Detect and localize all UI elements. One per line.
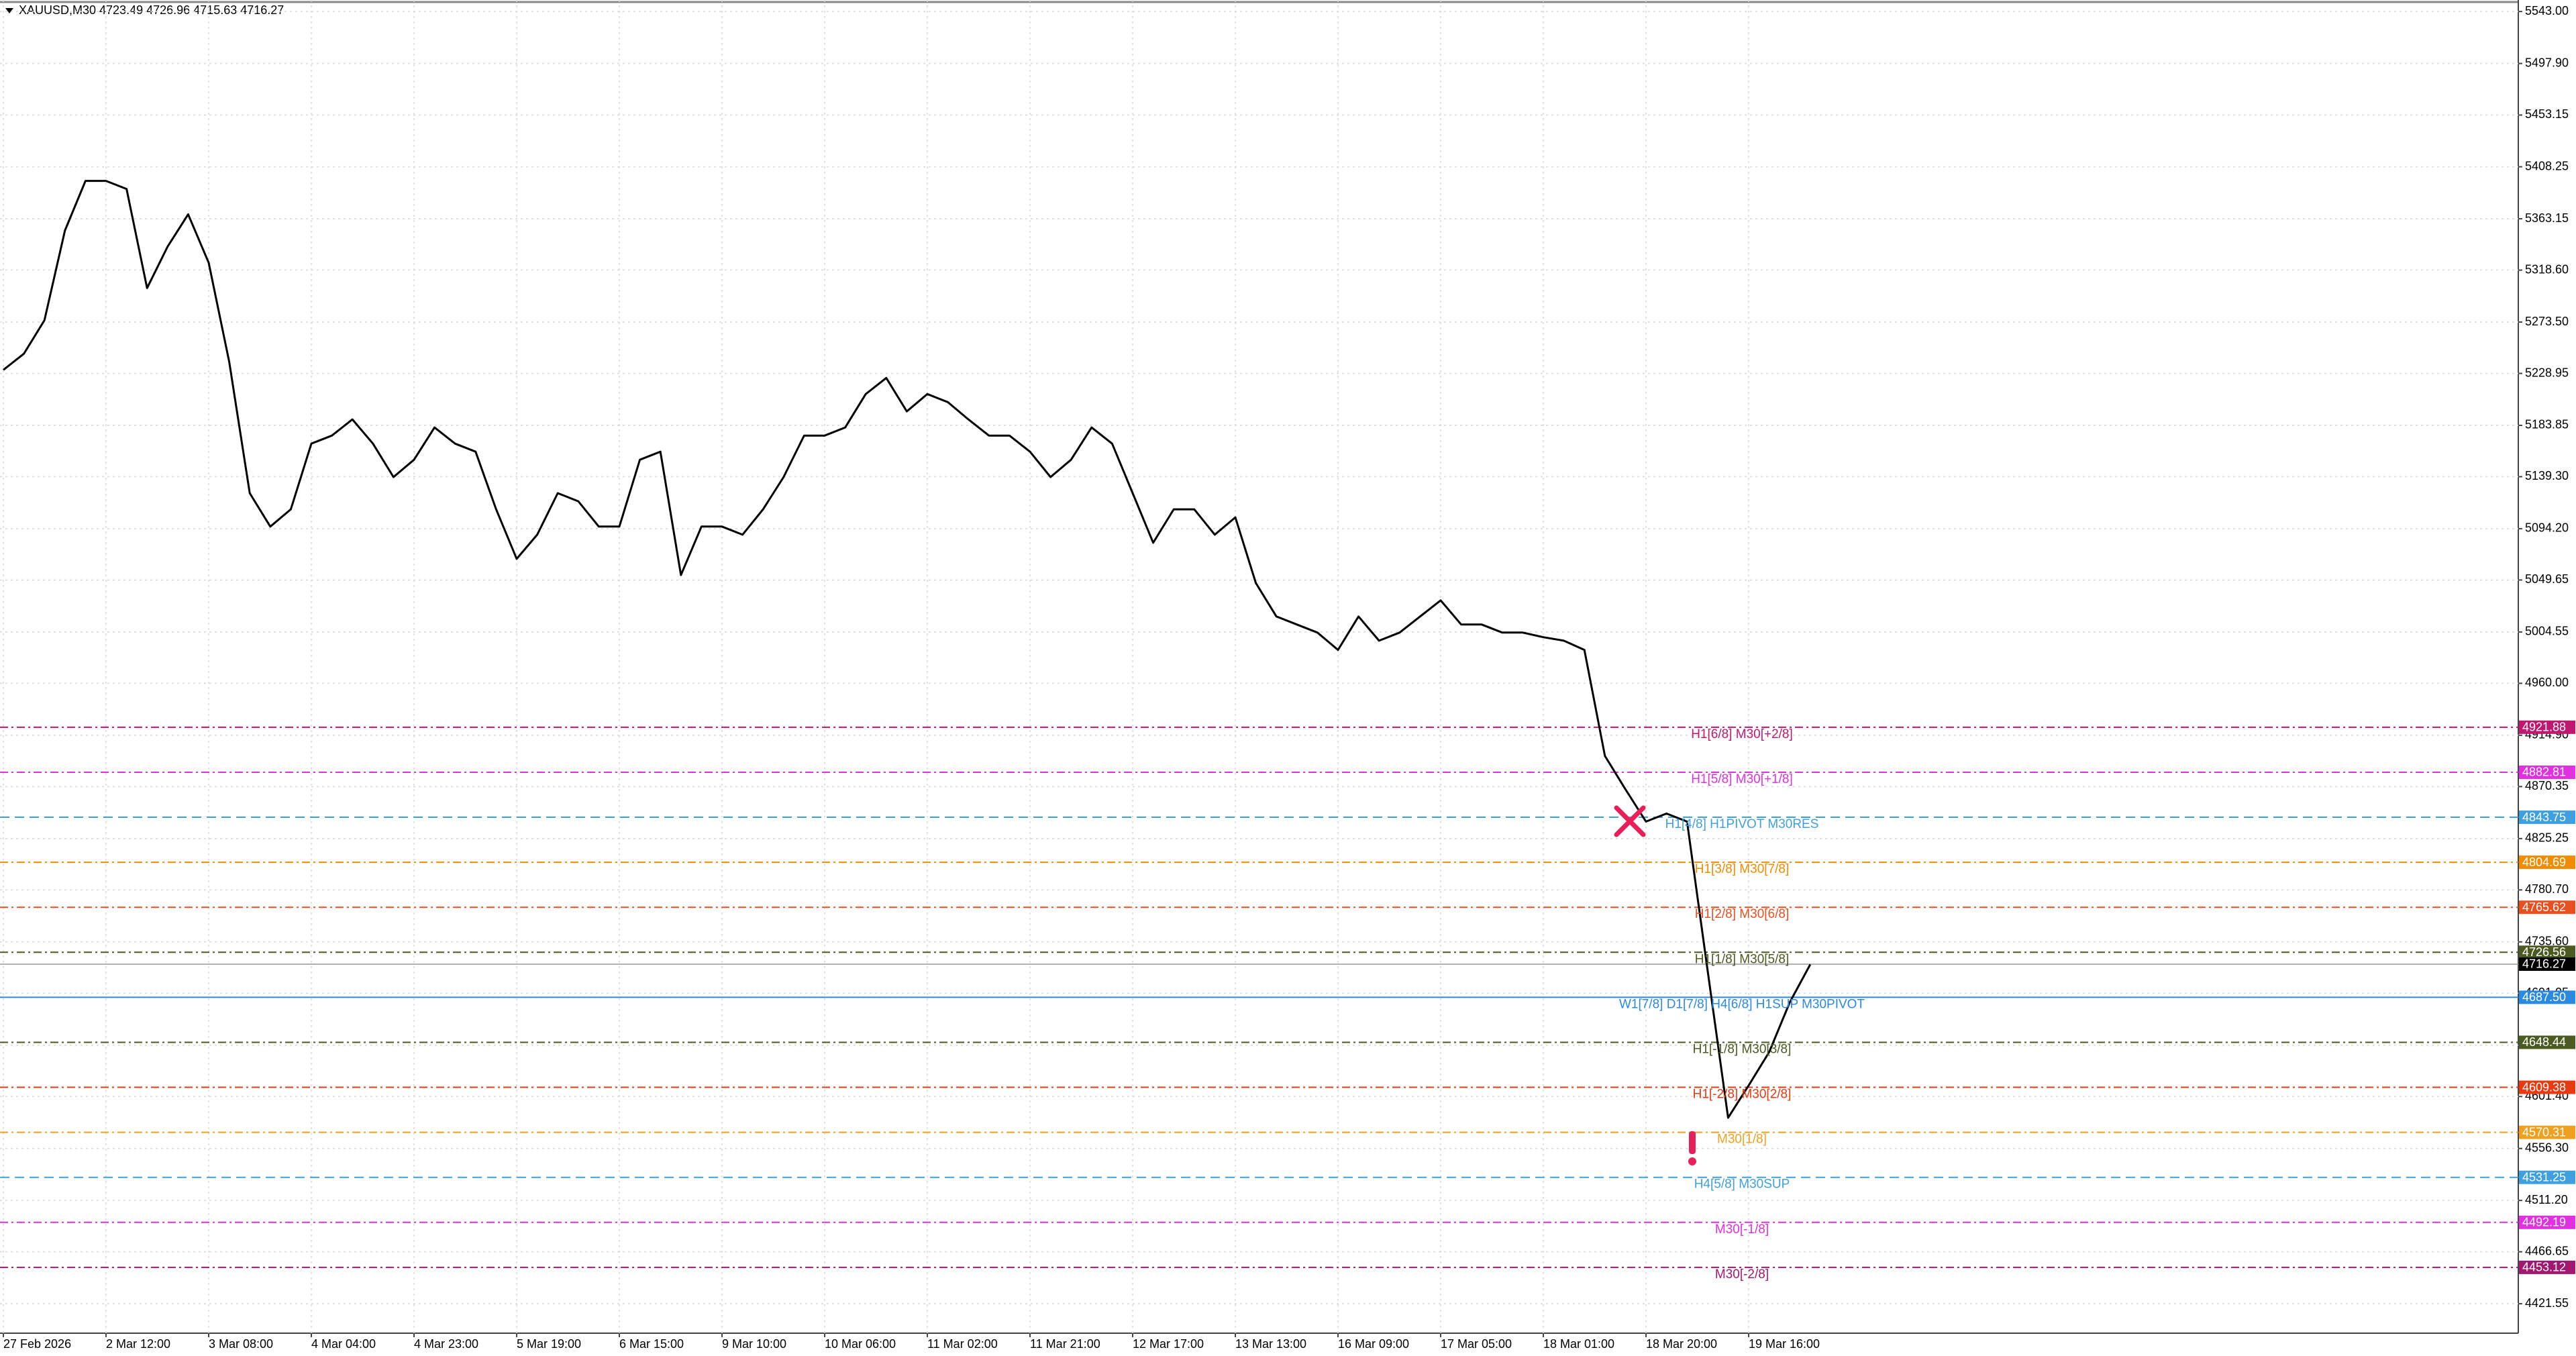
x-tick-label: 19 Mar 16:00 xyxy=(1749,1337,1820,1351)
price-tag xyxy=(2519,1215,2575,1229)
y-tick-label: 5318.60 xyxy=(2525,262,2569,276)
level-label: M30[1/8] xyxy=(1717,1133,1767,1147)
y-tick-label: 5543.00 xyxy=(2525,4,2569,17)
y-tick-label: 5049.65 xyxy=(2525,572,2569,586)
x-tick-label: 11 Mar 21:00 xyxy=(1030,1337,1100,1351)
level-label: H1[2/8] M30[6/8] xyxy=(1695,907,1789,921)
price-tag xyxy=(2519,900,2575,915)
price-tag-label: 4765.62 xyxy=(2522,900,2566,914)
x-tick-label: 11 Mar 02:00 xyxy=(927,1337,998,1351)
price-tag-label: 4882.81 xyxy=(2522,766,2566,779)
price-tag-label: 4531.25 xyxy=(2522,1170,2566,1184)
y-tick-label: 4780.70 xyxy=(2525,882,2569,896)
price-tag-label: 4843.75 xyxy=(2522,811,2566,824)
price-tag-label: 4921.88 xyxy=(2522,721,2566,734)
y-tick-label: 5228.95 xyxy=(2525,366,2569,379)
x-tick-label: 10 Mar 06:00 xyxy=(825,1337,896,1351)
x-tick-label: 17 Mar 05:00 xyxy=(1441,1337,1512,1351)
x-tick-label: 4 Mar 04:00 xyxy=(311,1337,376,1351)
price-tag xyxy=(2519,1170,2575,1184)
menu-arrow[interactable] xyxy=(5,8,13,13)
x-tick-label: 12 Mar 17:00 xyxy=(1133,1337,1204,1351)
price-tag xyxy=(2519,855,2575,870)
y-tick-label: 5273.50 xyxy=(2525,315,2569,328)
price-tag xyxy=(2519,957,2575,971)
y-tick-label: 4556.30 xyxy=(2525,1141,2569,1154)
price-tag-label: 4804.69 xyxy=(2522,855,2566,869)
price-tag xyxy=(2519,1260,2575,1274)
price-tag-label: 4726.56 xyxy=(2522,945,2566,959)
x-tick-label: 3 Mar 08:00 xyxy=(209,1337,273,1351)
y-tick-label: 4421.55 xyxy=(2525,1296,2569,1310)
x-tick-label: 2 Mar 12:00 xyxy=(106,1337,170,1351)
price-tag-label: 4687.50 xyxy=(2522,990,2566,1004)
price-tag-label: 4648.44 xyxy=(2522,1035,2566,1049)
level-label: H1[-1/8] M30[3/8] xyxy=(1693,1042,1792,1056)
y-tick-label: 4960.00 xyxy=(2525,676,2569,689)
price-tag-label: 4492.19 xyxy=(2522,1216,2566,1229)
y-tick-label: 5004.55 xyxy=(2525,625,2569,638)
y-tick-label: 5094.20 xyxy=(2525,521,2569,535)
price-tag-label: 4453.12 xyxy=(2522,1261,2566,1274)
price-line xyxy=(3,180,1812,1119)
price-tag xyxy=(2519,990,2575,1004)
level-label: H1[4/8] H1PIVOT M30RES xyxy=(1665,817,1819,831)
price-tag-label: 4570.31 xyxy=(2522,1125,2566,1139)
x-tick-label: 13 Mar 13:00 xyxy=(1235,1337,1306,1351)
y-tick-label: 5497.90 xyxy=(2525,56,2569,69)
x-tick-label: 5 Mar 19:00 xyxy=(517,1337,581,1351)
price-tag xyxy=(2519,1080,2575,1094)
level-label: H1[3/8] M30[7/8] xyxy=(1695,862,1789,876)
y-tick-label: 4511.20 xyxy=(2525,1193,2568,1206)
y-tick-label: 4870.35 xyxy=(2525,779,2569,792)
alert-marker xyxy=(1688,1131,1696,1165)
price-tag xyxy=(2519,765,2575,779)
y-tick-label: 5139.30 xyxy=(2525,469,2569,482)
y-tick-label: 5453.15 xyxy=(2525,107,2569,121)
x-tick-label: 4 Mar 23:00 xyxy=(414,1337,478,1351)
price-tag xyxy=(2519,720,2575,734)
price-tag-label: 4716.27 xyxy=(2522,957,2566,971)
chart-title: XAUUSD,M30 4723.49 4726.96 4715.63 4716.… xyxy=(19,3,284,17)
x-tick-label: 27 Feb 2026 xyxy=(3,1337,71,1351)
level-label: H4[5/8] M30SUP xyxy=(1694,1178,1790,1192)
level-label: H1[-2/8] M30[2/8] xyxy=(1693,1088,1792,1102)
y-tick-label: 4825.25 xyxy=(2525,831,2569,845)
y-tick-label: 4466.65 xyxy=(2525,1244,2569,1257)
price-tag xyxy=(2519,945,2575,959)
price-tag-label: 4609.38 xyxy=(2522,1080,2566,1094)
y-tick-label: 5408.25 xyxy=(2525,159,2569,172)
price-tag xyxy=(2519,1125,2575,1139)
x-tick-label: 18 Mar 20:00 xyxy=(1646,1337,1717,1351)
y-tick-label: 5363.15 xyxy=(2525,211,2569,225)
price-tag xyxy=(2519,811,2575,825)
level-label: H1[1/8] M30[5/8] xyxy=(1695,952,1789,966)
y-tick-label: 4735.60 xyxy=(2525,935,2569,948)
level-label: H1[6/8] M30[+2/8] xyxy=(1691,727,1793,741)
price-tag xyxy=(2519,1035,2575,1049)
x-tick-label: 9 Mar 10:00 xyxy=(722,1337,786,1351)
level-label: M30[-1/8] xyxy=(1715,1222,1769,1237)
level-label: H1[5/8] M30[+1/8] xyxy=(1691,772,1793,786)
sell-marker xyxy=(1614,805,1646,837)
x-tick-label: 18 Mar 01:00 xyxy=(1543,1337,1614,1351)
x-tick-label: 16 Mar 09:00 xyxy=(1338,1337,1409,1351)
level-label: M30[-2/8] xyxy=(1715,1267,1769,1282)
y-tick-label: 5183.85 xyxy=(2525,418,2569,431)
level-label: W1[7/8] D1[7/8] H4[6/8] H1SUP M30PIVOT xyxy=(1619,997,1865,1011)
x-tick-label: 6 Mar 15:00 xyxy=(619,1337,684,1351)
